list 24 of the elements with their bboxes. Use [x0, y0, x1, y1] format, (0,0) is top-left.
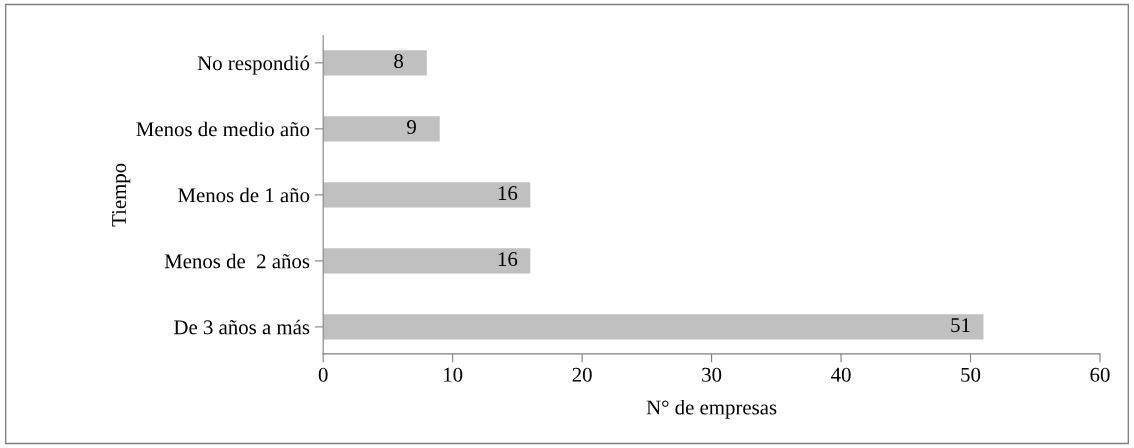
- bar: [323, 116, 440, 142]
- bar: [323, 50, 427, 76]
- data-label: 51: [951, 318, 970, 333]
- x-tick-label: 10: [444, 367, 463, 382]
- x-tick-label: 0: [318, 367, 328, 382]
- x-tick-label: 20: [572, 367, 592, 382]
- y-axis-title: Tiempo: [112, 163, 131, 227]
- data-label: 16: [498, 252, 518, 267]
- bar: [323, 314, 984, 340]
- x-tick-label: 60: [1090, 367, 1110, 382]
- bar: [323, 182, 531, 208]
- y-tick-label: De 3 años a más: [174, 319, 310, 335]
- x-axis-title: N° de empresas: [646, 399, 777, 419]
- data-label: 8: [394, 54, 404, 69]
- x-tick-label: 40: [831, 367, 851, 382]
- bar: [323, 248, 531, 274]
- data-label: 9: [407, 120, 416, 135]
- y-tick-label: Menos de medio año: [136, 121, 310, 137]
- y-tick-label: Menos de 2 años: [164, 253, 310, 269]
- data-label: 16: [498, 186, 518, 201]
- y-tick-label: Menos de 1 año: [178, 187, 310, 203]
- y-tick-label: No respondió: [197, 55, 310, 75]
- x-tick-label: 50: [961, 367, 981, 382]
- x-tick-label: 30: [702, 367, 722, 382]
